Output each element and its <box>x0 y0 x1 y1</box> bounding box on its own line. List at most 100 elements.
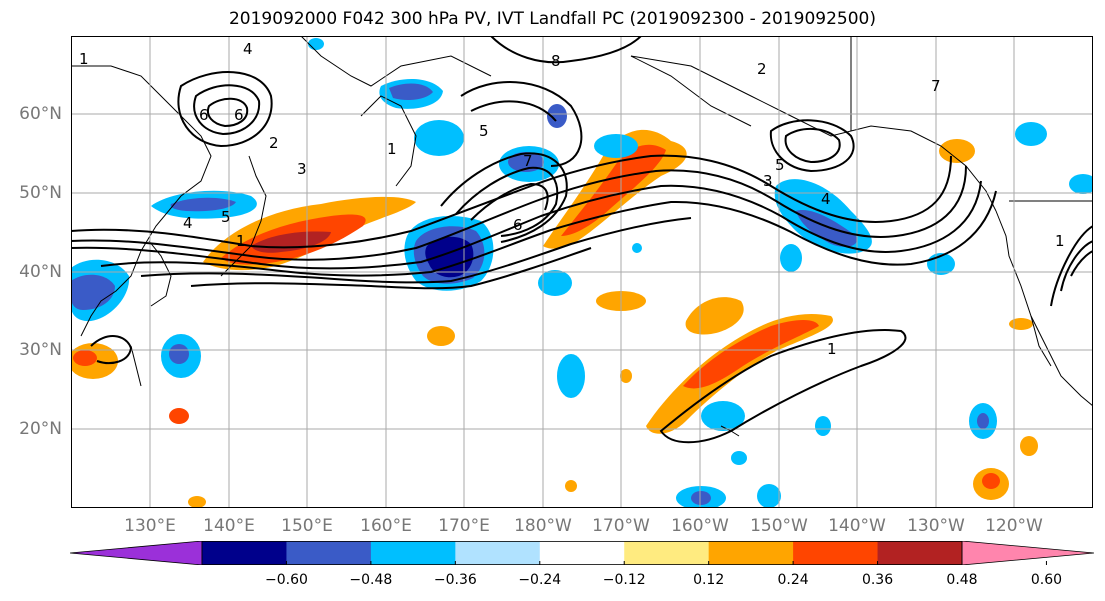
contour-trough-1 <box>440 152 568 243</box>
contour-label-11: 6 <box>513 216 523 234</box>
lon-label-160w: 160°W <box>671 516 729 536</box>
colorbar-segment <box>202 541 287 565</box>
colorbar-tick-label: 0.48 <box>946 572 978 588</box>
colorbar-segment <box>539 541 625 565</box>
contour-trough-3 <box>470 182 549 221</box>
anomaly-small-positive-2 <box>427 326 455 346</box>
coastline-siberia <box>300 36 492 87</box>
contour-north-1 <box>490 36 642 64</box>
lon-label-180w: 180°W <box>514 516 572 536</box>
contour-label-21: 7 <box>931 77 941 95</box>
lat-label-30n: 30°N <box>19 340 62 360</box>
contour-jet-5 <box>140 217 692 284</box>
anomaly-small-negative-20 <box>731 451 747 465</box>
contour-label-15: 2 <box>757 60 767 78</box>
contour-east-low-2 <box>1060 240 1093 292</box>
anomaly-small-negative-15 <box>594 134 638 158</box>
contour-label-17: 5 <box>775 156 785 174</box>
contour-ridge-1 <box>460 81 583 167</box>
contour-label-14: 1 <box>387 140 397 158</box>
anomaly-small-positive-7 <box>982 473 1000 489</box>
anomaly-small-negative-1 <box>547 104 567 128</box>
lat-label-50n: 50°N <box>19 183 62 203</box>
colorbar-tick-label: −0.48 <box>349 572 393 588</box>
contour-label-7: 3 <box>297 160 307 178</box>
coastline-philippines <box>130 345 142 387</box>
contour-label-6: 6 <box>234 106 244 124</box>
colorbar-segment <box>793 541 879 565</box>
colorbar-segment <box>455 541 541 565</box>
contour-label-4: 2 <box>269 134 279 152</box>
anomaly-small-negative-19 <box>632 243 642 253</box>
contour-label-3: 6 <box>199 106 209 124</box>
anomaly-small-positive-4 <box>73 350 97 366</box>
lon-label-140w: 140°W <box>828 516 886 536</box>
anomaly-small-positive-10 <box>1009 318 1033 330</box>
map-panel: 1 4 6 2 5 6 3 4 1 5 6 7 8 1 2 4 5 3 1 1 … <box>71 36 1093 508</box>
contour-gulf-low-2 <box>784 128 841 164</box>
anomaly-small-positive-11 <box>188 496 206 508</box>
contour-label-10: 5 <box>479 122 489 140</box>
contour-subtropical <box>659 329 907 444</box>
coastline-baja <box>1030 315 1052 367</box>
lon-label-150w: 150°W <box>750 516 808 536</box>
colorbar-segment <box>286 541 372 565</box>
lat-label-60n: 60°N <box>19 104 62 124</box>
anomaly-okhotsk-negative-core <box>389 83 433 100</box>
contour-jet-2 <box>71 165 967 261</box>
colorbar-tick-label: −0.36 <box>433 572 477 588</box>
contour-jet-4 <box>100 190 997 277</box>
contour-label-8: 4 <box>183 214 193 232</box>
contour-label-9: 1 <box>236 232 246 250</box>
anomaly-small-positive-9 <box>939 139 975 163</box>
anomaly-bering-negative <box>414 120 464 156</box>
colorbar-segment <box>708 541 794 565</box>
coastline-aleutians <box>630 55 752 127</box>
coastline-alaska <box>630 55 997 212</box>
anomaly-central-pacific-positive-core <box>561 144 666 236</box>
contour-jet-6 <box>190 247 592 290</box>
contour-label-12: 7 <box>523 152 533 170</box>
contour-east-low-3 <box>1050 225 1093 307</box>
contour-label-18: 3 <box>763 172 773 190</box>
colorbar-segment-over <box>961 541 1094 565</box>
colorbar-segment <box>370 541 456 565</box>
pv-contours <box>71 36 1093 444</box>
anomaly-small-negative-18 <box>308 38 324 50</box>
anomaly-small-negative-5 <box>538 270 572 296</box>
lon-label-120w: 120°W <box>985 516 1043 536</box>
colorbar-tick-label: 0.60 <box>1030 572 1063 588</box>
lon-label-130w: 130°W <box>907 516 965 536</box>
contour-low-center-3 <box>207 97 249 128</box>
lon-label-150e: 150°E <box>281 516 333 536</box>
colorbar-segment-under <box>70 541 203 565</box>
lon-label-140e: 140°E <box>203 516 255 536</box>
anomaly-small-negative-7 <box>780 244 802 272</box>
colorbar-outline <box>201 541 963 565</box>
chart-title: 2019092000 F042 300 hPa PV, IVT Landfall… <box>228 9 876 29</box>
anomaly-small-positive-13 <box>565 480 577 492</box>
contour-west-small <box>90 335 133 365</box>
contour-label-13: 8 <box>551 52 561 70</box>
lon-label-170w: 170°W <box>592 516 650 536</box>
contour-label-20: 1 <box>1055 232 1065 250</box>
anomaly-small-negative-11 <box>815 416 831 436</box>
contour-trough-2 <box>455 166 559 237</box>
colorbar-tick-label: −0.60 <box>264 572 308 588</box>
contour-label-19: 1 <box>827 340 837 358</box>
anomaly-subtropical-positive-core <box>683 320 819 389</box>
anomaly-small-negative-6 <box>701 401 745 431</box>
anomaly-small-positive-8 <box>1020 436 1038 456</box>
contour-ridge-2 <box>470 100 557 122</box>
anomaly-small-negative-14 <box>757 484 781 508</box>
contour-label-5: 5 <box>221 208 231 226</box>
colorbar-segment <box>624 541 710 565</box>
contour-low-center-1 <box>177 71 273 148</box>
lat-label-20n: 20°N <box>19 419 62 439</box>
grid-lines <box>71 36 1093 508</box>
coastline-kamchatka <box>360 95 417 187</box>
colorbar-tick-label: −0.12 <box>602 572 646 588</box>
contour-label-2: 4 <box>243 40 253 58</box>
contour-low-center-2 <box>193 84 261 136</box>
contour-jet-3 <box>71 180 982 270</box>
